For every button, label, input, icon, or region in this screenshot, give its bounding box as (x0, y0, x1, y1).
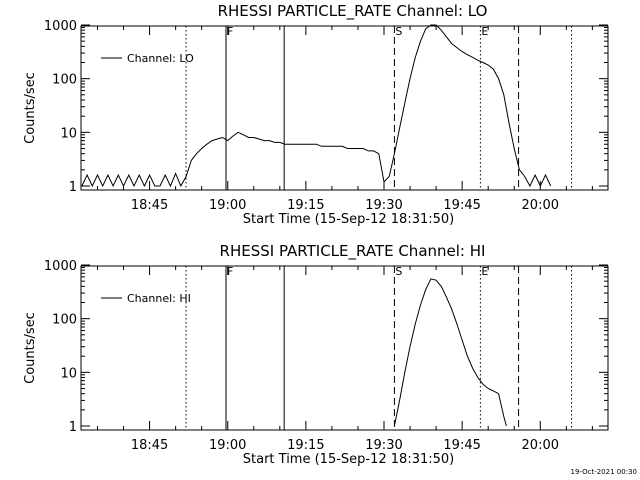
lo-x-tick-label: 19:00 (209, 198, 246, 213)
lo-event-marker-label: E (481, 25, 488, 38)
hi-event-marker-label: S (395, 265, 402, 278)
footer-timestamp: 19-Oct-2021 00:30 (571, 468, 637, 476)
hi-x-tick-label: 19:45 (443, 438, 480, 453)
hi-y-tick-label: 100 (52, 313, 77, 328)
hi-x-axis-label: Start Time (15-Sep-12 18:31:50) (243, 452, 454, 467)
lo-y-axis-label: Counts/sec (23, 72, 38, 144)
lo-x-axis-label: Start Time (15-Sep-12 18:31:50) (243, 212, 454, 227)
hi-y-tick-label: 1000 (44, 259, 77, 274)
hi-legend-label: Channel: HI (127, 292, 191, 305)
lo-y-tick-label: 10 (60, 126, 77, 141)
hi-y-tick-label: 10 (60, 366, 77, 381)
lo-y-tick-label: 100 (52, 73, 77, 88)
lo-plot-frame (80, 25, 609, 191)
hi-plot-frame (80, 265, 609, 431)
hi-channel-panel: RHESSI PARTICLE_RATE Channel: HI 1 10 100 10… (23, 242, 609, 467)
hi-chart-title: RHESSI PARTICLE_RATE Channel: HI (220, 242, 486, 261)
hi-y-axis-label: Counts/sec (23, 312, 38, 384)
lo-y-tick-label: 1000 (44, 19, 77, 34)
hi-x-tick-label: 19:30 (365, 438, 402, 453)
lo-channel-panel: RHESSI PARTICLE_RATE Channel: LO 1 10 100 10… (23, 2, 609, 227)
hi-x-tick-label: 18:45 (131, 438, 168, 453)
lo-x-tick-label: 18:45 (131, 198, 168, 213)
lo-x-tick-label: 19:45 (443, 198, 480, 213)
hi-y-tick-label: 1 (69, 420, 77, 435)
hi-x-tick-label: 19:15 (287, 438, 324, 453)
lo-x-tick-label: 20:00 (522, 198, 559, 213)
lo-legend-label: Channel: LO (127, 52, 194, 65)
lo-event-marker-label: S (395, 25, 402, 38)
lo-x-tick-label: 19:15 (287, 198, 324, 213)
lo-y-tick-label: 1 (69, 180, 77, 195)
lo-event-marker-label: F (227, 25, 233, 38)
hi-x-tick-label: 20:00 (522, 438, 559, 453)
hi-series-line (393, 278, 507, 427)
lo-series-line (81, 24, 552, 188)
lo-chart-title: RHESSI PARTICLE_RATE Channel: LO (218, 2, 488, 21)
hi-x-tick-label: 19:00 (209, 438, 246, 453)
lo-x-tick-label: 19:30 (365, 198, 402, 213)
hi-event-marker-label: F (227, 265, 233, 278)
hi-event-marker-label: E (481, 265, 488, 278)
